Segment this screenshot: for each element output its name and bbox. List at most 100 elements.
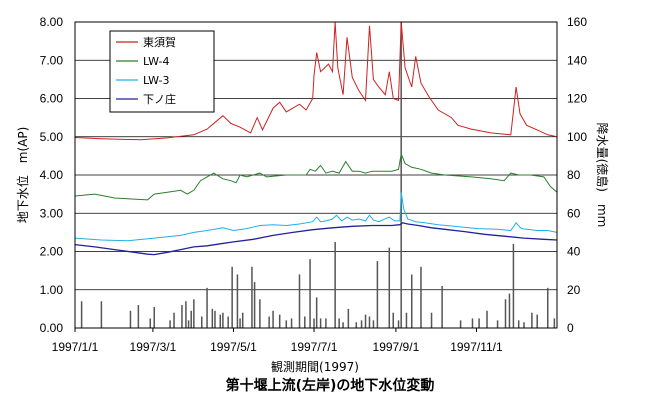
precip-bar <box>100 301 103 328</box>
precip-bar <box>304 316 306 328</box>
precip-bar <box>347 308 350 328</box>
y-right-tick-label: 140 <box>567 53 587 67</box>
precip-bar <box>319 318 322 328</box>
precip-bar <box>441 285 443 328</box>
precip-bar <box>241 312 244 328</box>
y-axis-label-left: 地下水位 m(AP) <box>15 127 30 224</box>
precip-bar <box>364 314 367 328</box>
legend-items: 東須賀 LW-4 LW-3 下ノ庄 <box>116 36 176 106</box>
precip-bar <box>376 261 379 328</box>
precip-bar <box>334 241 336 328</box>
precip-bar <box>231 266 233 328</box>
precip-bar <box>290 318 293 328</box>
precip-bar <box>400 22 402 328</box>
precip-bar <box>169 320 171 328</box>
x-tick-label: 1997/9/1 <box>373 340 420 354</box>
precip-bar <box>259 299 261 328</box>
y-right-tick-label: 20 <box>567 283 581 297</box>
y-left-tick-label: 3.00 <box>40 206 64 220</box>
precip-bar <box>508 293 511 328</box>
precip-bar <box>536 314 538 328</box>
y-right-tick-label: 100 <box>567 130 587 144</box>
chart-title: 第十堰上流(左岸)の地下水位変動 <box>226 377 435 394</box>
legend-label: 下ノ庄 <box>143 92 176 106</box>
legend-label: 東須賀 <box>143 36 176 49</box>
series-line-2 <box>74 152 558 201</box>
precip-bar <box>486 310 488 328</box>
x-tick-label: 1997/1/1 <box>52 340 99 354</box>
precip-bar <box>405 312 408 328</box>
precip-bar <box>338 318 340 328</box>
precip-bar <box>523 322 525 328</box>
precip-bar <box>517 320 520 328</box>
precip-bar <box>149 318 152 328</box>
precip-bar <box>360 320 363 328</box>
series-line-1 <box>74 21 558 141</box>
precip-bar <box>251 266 253 328</box>
x-tick-label: 1997/5/1 <box>210 340 257 354</box>
x-tick-label: 1997/7/1 <box>291 340 338 354</box>
y-right-tick-label: 0 <box>567 321 574 335</box>
precip-bar <box>313 318 315 328</box>
precip-bar <box>315 297 318 328</box>
right-axis-ticks: 0 20 40 60 80 100 120 140 160 <box>567 15 587 335</box>
precip-bar <box>153 306 155 328</box>
precip-bar <box>239 318 241 328</box>
precip-bar <box>268 316 270 328</box>
x-axis-label: 観測期間(1997) <box>271 360 359 374</box>
y-left-tick-label: 8.00 <box>40 15 64 29</box>
precip-bar <box>478 318 480 328</box>
series-line-3 <box>74 192 558 242</box>
precip-bar <box>129 310 132 328</box>
left-axis-ticks: 0.00 1.00 2.00 3.00 4.00 5.00 6.00 7.00 8.00 <box>40 15 64 335</box>
precip-bar <box>410 274 413 328</box>
precip-bar <box>388 247 391 328</box>
precip-bar <box>420 266 422 328</box>
precip-bar <box>185 301 187 328</box>
legend-label: LW-3 <box>143 74 170 87</box>
precip-bar <box>392 312 395 328</box>
y-left-tick-label: 7.00 <box>40 53 64 67</box>
precip-bar <box>193 299 195 328</box>
precip-bar <box>272 310 274 328</box>
precipitation-bars <box>80 22 556 328</box>
precip-bar <box>397 320 400 328</box>
precip-bar <box>187 320 190 328</box>
y-right-tick-label: 80 <box>567 168 581 182</box>
y-left-tick-label: 5.00 <box>40 130 64 144</box>
precip-bar <box>504 299 507 328</box>
x-tick-label: 1997/11/1 <box>450 340 503 354</box>
precip-bar <box>190 310 192 328</box>
y-left-tick-label: 2.00 <box>40 245 64 259</box>
precip-bar <box>181 305 183 328</box>
precip-bar <box>80 301 83 328</box>
precip-bar <box>285 320 288 328</box>
precip-bar <box>342 322 344 328</box>
precip-bar <box>278 314 281 328</box>
precip-bar <box>298 274 301 328</box>
y-right-tick-label: 60 <box>567 206 581 220</box>
y-left-tick-label: 6.00 <box>40 92 64 106</box>
precip-bar <box>512 243 515 328</box>
precip-bar <box>214 310 216 328</box>
precip-bar <box>368 316 371 328</box>
x-tick-label: 1997/3/1 <box>130 340 177 354</box>
series-lines <box>74 21 558 256</box>
precip-bar <box>459 320 462 328</box>
precip-bar <box>253 282 256 328</box>
legend: 東須賀 LW-4 LW-3 下ノ庄 <box>109 30 215 113</box>
precip-bar <box>222 312 224 328</box>
precip-bar <box>553 318 556 328</box>
precip-bar <box>137 305 140 328</box>
precip-bar <box>471 318 474 328</box>
precip-bar <box>206 287 208 328</box>
precip-bar <box>547 287 549 328</box>
y-left-tick-label: 4.00 <box>40 168 64 182</box>
precip-bar <box>325 318 327 328</box>
precip-bar <box>173 312 175 328</box>
precip-bar <box>309 259 311 328</box>
series-line-4 <box>74 222 558 256</box>
precip-bar <box>372 320 375 328</box>
y-right-tick-label: 40 <box>567 245 581 259</box>
